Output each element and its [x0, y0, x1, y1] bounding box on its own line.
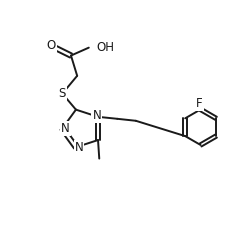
Text: N: N	[74, 141, 83, 154]
Text: F: F	[195, 98, 202, 110]
Text: OH: OH	[96, 41, 114, 54]
Text: N: N	[61, 122, 69, 135]
Text: S: S	[58, 87, 66, 100]
Text: O: O	[47, 39, 56, 52]
Text: N: N	[92, 109, 101, 122]
